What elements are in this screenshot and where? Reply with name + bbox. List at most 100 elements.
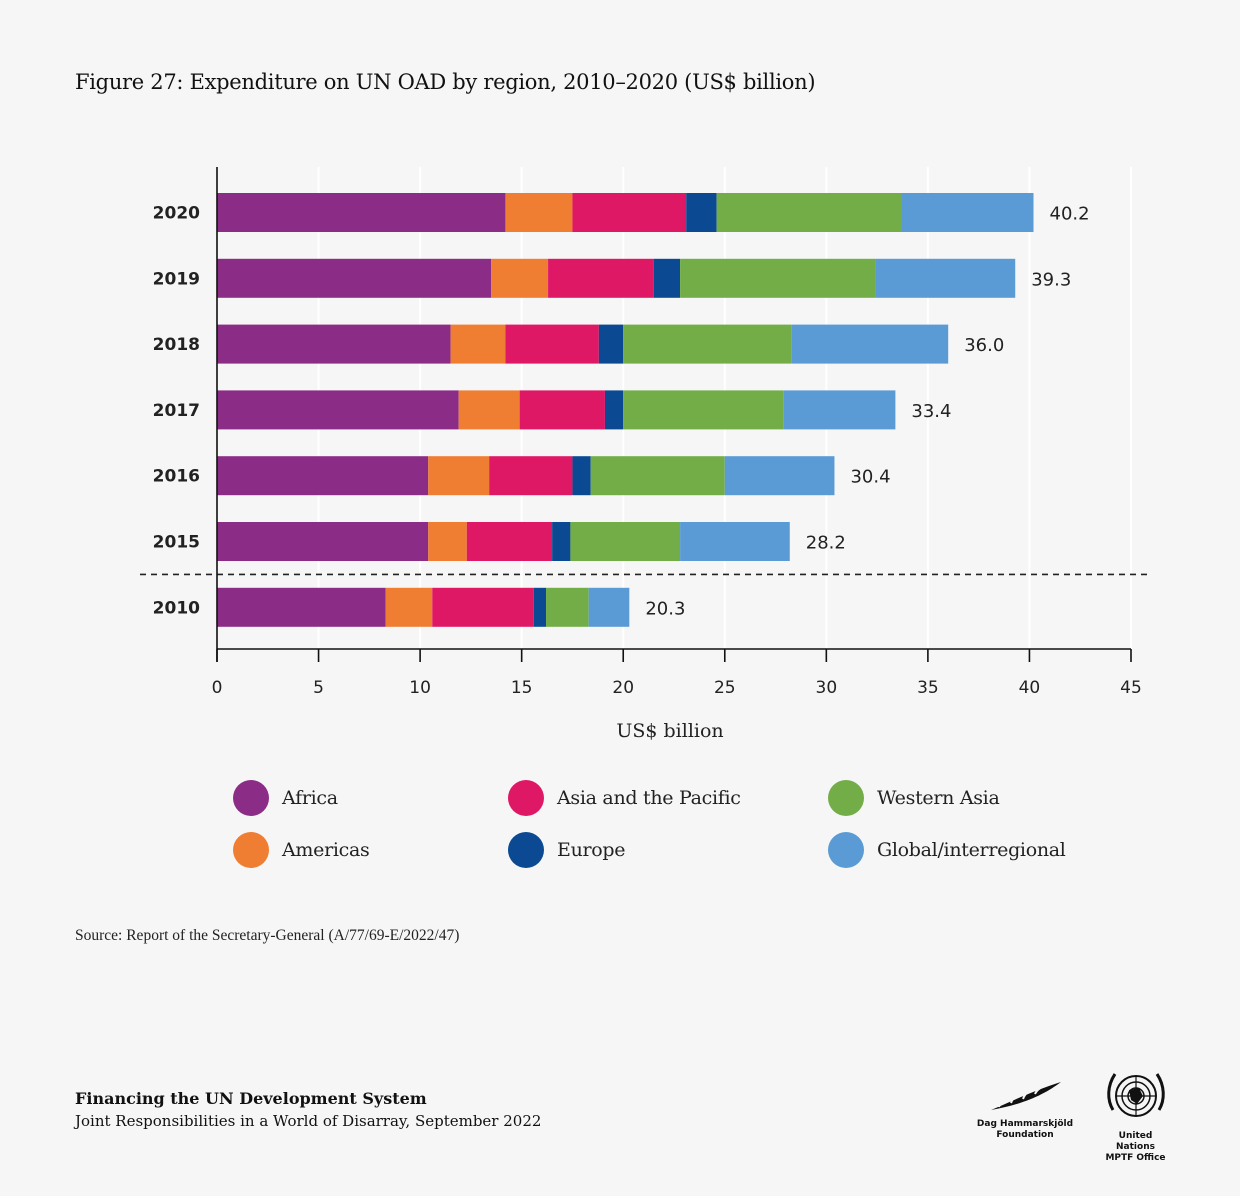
bar-segment-americas-2010	[385, 587, 433, 627]
un-mptf-logo: United Nations MPTF Office	[1098, 1066, 1173, 1164]
y-label-2017: 2017	[153, 401, 200, 421]
legend-item-western-asia: Western Asia	[828, 780, 1128, 816]
y-label-2010: 2010	[153, 598, 200, 618]
bar-segment-americas-2015	[428, 522, 467, 561]
x-tick-label-45: 45	[1120, 678, 1142, 698]
y-label-2020: 2020	[153, 204, 200, 224]
bar-segment-africa-2010	[217, 587, 386, 627]
legend-item-global: Global/interregional	[828, 832, 1128, 868]
bar-segment-asia-and-the-pacific-2020	[572, 193, 687, 232]
bar-segment-global-interregional-2010	[588, 587, 630, 627]
bar-segment-global-interregional-2018	[791, 324, 949, 364]
total-labels: 40.2 39.3 36.0 33.4 30.4 28.2 20.3	[645, 204, 1089, 620]
legend-swatch	[828, 832, 864, 868]
dag-logo-line2: Foundation	[996, 1130, 1054, 1140]
legend-item-asia-pacific: Asia and the Pacific	[508, 780, 828, 816]
legend-label: Asia and the Pacific	[557, 787, 741, 809]
bar-segment-western-asia-2020	[716, 193, 902, 232]
bar-segment-europe-2020	[686, 193, 717, 232]
bar-segment-western-asia-2016	[590, 456, 725, 496]
leaf-icon	[991, 1082, 1061, 1110]
bar-segment-americas-2020	[505, 193, 573, 232]
bar-segment-africa-2018	[217, 324, 451, 364]
legend: Africa Asia and the Pacific Western Asia…	[233, 780, 1128, 868]
bar-segment-western-asia-2010	[546, 587, 589, 627]
legend-item-americas: Americas	[233, 832, 508, 868]
bar-segment-africa-2020	[217, 193, 506, 232]
bar-segment-global-interregional-2016	[724, 456, 835, 496]
x-tick-label-35: 35	[917, 678, 939, 698]
bar-segment-western-asia-2015	[570, 522, 681, 561]
y-label-2015: 2015	[153, 533, 200, 553]
bar-segment-asia-and-the-pacific-2018	[505, 324, 599, 364]
bar-segment-africa-2015	[217, 522, 429, 561]
bar-segment-asia-and-the-pacific-2015	[466, 522, 553, 561]
bar-segment-europe-2017	[604, 390, 624, 430]
bar-segment-americas-2018	[450, 324, 506, 364]
x-tick-label-40: 40	[1019, 678, 1041, 698]
bar-segment-global-interregional-2020	[901, 193, 1034, 232]
footer: Financing the UN Development System Join…	[75, 1089, 541, 1130]
bar-segment-americas-2019	[491, 258, 549, 298]
x-tick-label-25: 25	[714, 678, 736, 698]
legend-swatch	[508, 780, 544, 816]
bar-segment-africa-2019	[217, 258, 492, 298]
legend-label: Africa	[282, 787, 338, 809]
legend-label: Americas	[282, 839, 370, 861]
bar-segment-global-interregional-2017	[783, 390, 896, 430]
x-tick-label-5: 5	[313, 678, 324, 698]
publication-subtitle: Joint Responsibilities in a World of Dis…	[75, 1112, 542, 1130]
total-label-2018: 36.0	[964, 335, 1004, 356]
x-tick-label-30: 30	[816, 678, 838, 698]
x-tick-label-10: 10	[409, 678, 431, 698]
total-label-2020: 40.2	[1050, 204, 1090, 225]
bar-segment-asia-and-the-pacific-2019	[548, 258, 654, 298]
legend-item-europe: Europe	[508, 832, 828, 868]
legend-item-africa: Africa	[233, 780, 508, 816]
total-label-2019: 39.3	[1031, 269, 1071, 290]
bar-segment-americas-2016	[428, 456, 490, 496]
source-note: Source: Report of the Secretary-General …	[75, 927, 460, 944]
y-label-2018: 2018	[153, 335, 200, 355]
x-axis-title: US$ billion	[616, 720, 723, 742]
x-tick-label-0: 0	[212, 678, 223, 698]
y-label-2019: 2019	[153, 269, 200, 289]
bar-segment-asia-and-the-pacific-2010	[432, 587, 534, 627]
total-label-2017: 33.4	[911, 401, 951, 422]
bar-segment-africa-2017	[217, 390, 459, 430]
dag-hammarskjold-logo: Dag Hammarskjöld Foundation	[975, 1080, 1075, 1141]
bar-segment-europe-2015	[552, 522, 571, 561]
total-label-2016: 30.4	[850, 467, 890, 488]
bars	[217, 193, 1034, 627]
x-axis-ticks: 0 5 10 15 20 25 30 35 40 45	[212, 649, 1142, 698]
legend-label: Western Asia	[877, 787, 1000, 809]
bar-segment-europe-2010	[533, 587, 547, 627]
bar-segment-europe-2016	[572, 456, 591, 496]
bar-segment-africa-2016	[217, 456, 429, 496]
publication-title: Financing the UN Development System	[75, 1089, 427, 1108]
legend-label: Global/interregional	[877, 839, 1066, 861]
bar-segment-asia-and-the-pacific-2017	[519, 390, 605, 430]
dag-logo-line1: Dag Hammarskjöld	[976, 1119, 1074, 1129]
legend-swatch	[828, 780, 864, 816]
x-tick-label-15: 15	[511, 678, 533, 698]
legend-swatch	[233, 832, 269, 868]
legend-swatch	[233, 780, 269, 816]
bar-segment-global-interregional-2015	[680, 522, 790, 561]
bar-segment-western-asia-2019	[680, 258, 876, 298]
un-logo-line2: MPTF Office	[1105, 1153, 1166, 1163]
bar-segment-americas-2017	[458, 390, 520, 430]
y-axis-labels: 2020 2019 2018 2017 2016 2015 2010	[153, 204, 200, 619]
legend-label: Europe	[557, 839, 626, 861]
un-logo-line1: United Nations	[1116, 1131, 1155, 1152]
bar-segment-asia-and-the-pacific-2016	[489, 456, 573, 496]
y-label-2016: 2016	[153, 467, 200, 487]
bar-segment-global-interregional-2019	[875, 258, 1016, 298]
total-label-2015: 28.2	[806, 533, 846, 554]
bar-segment-europe-2019	[653, 258, 681, 298]
x-tick-label-20: 20	[612, 678, 634, 698]
total-label-2010: 20.3	[645, 598, 685, 619]
legend-swatch	[508, 832, 544, 868]
bar-segment-western-asia-2018	[623, 324, 792, 364]
